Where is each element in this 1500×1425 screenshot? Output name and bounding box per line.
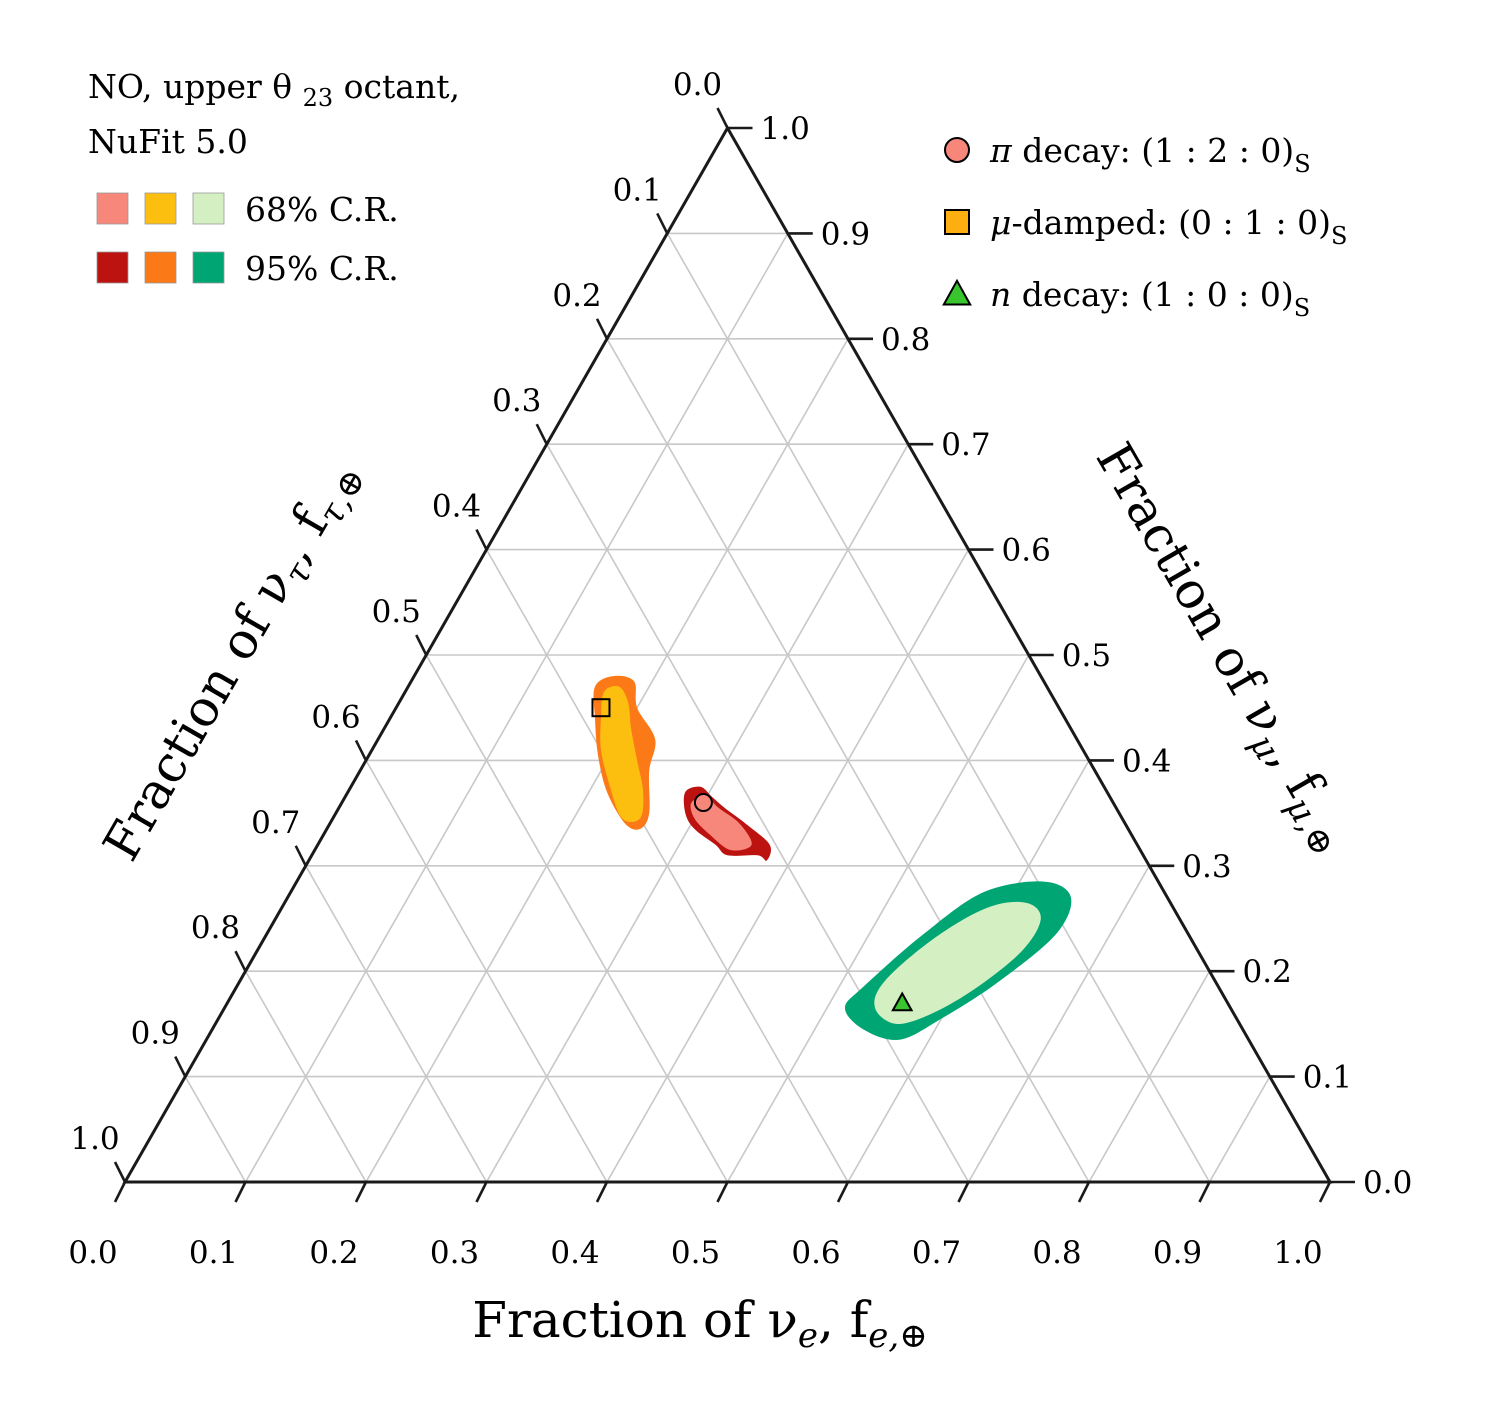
point-decay	[693, 793, 713, 813]
tick-fe-8	[1077, 1181, 1091, 1203]
tick-label-ftau-8: 0.8	[191, 910, 240, 946]
tick-fe-6	[836, 1181, 850, 1203]
tick-label-fmu-5: 0.5	[1062, 638, 1111, 674]
tick-fe-5	[716, 1181, 729, 1203]
tick-fe-0	[113, 1181, 127, 1203]
tick-label-fe-5: 0.5	[671, 1235, 720, 1271]
grid-line-fe-5	[726, 654, 1030, 1183]
legend-source-points: π decay: (1 : 2 : 0)S μ-damped: (0 : 1 : …	[942, 131, 1347, 322]
tick-ftau-2	[595, 318, 609, 340]
tick-label-ftau-0: 0.0	[673, 67, 722, 103]
tick-ftau-10	[113, 1161, 127, 1183]
tick-label-fmu-8: 0.8	[881, 322, 930, 358]
tick-label-ftau-6: 0.6	[311, 699, 360, 735]
tick-label-fmu-1: 0.1	[1303, 1060, 1352, 1096]
grid-line-ftau-9	[184, 1076, 247, 1183]
tick-label-fmu-3: 0.3	[1182, 849, 1231, 885]
credible-regions	[593, 675, 1072, 1040]
tick-label-fe-3: 0.3	[430, 1235, 479, 1271]
legend-point-label-0: π decay: (1 : 2 : 0)S	[989, 131, 1311, 178]
tick-fe-1	[234, 1181, 247, 1203]
grid-line-ftau-6	[365, 760, 608, 1183]
grid-line-ftau-1	[666, 233, 1211, 1183]
source-points	[591, 698, 914, 1012]
tick-label-fmu-2: 0.2	[1243, 954, 1292, 990]
tick-label-fmu-6: 0.6	[1002, 533, 1051, 569]
legend-marker-circle	[944, 137, 970, 163]
tick-label-ftau-4: 0.4	[432, 489, 481, 525]
legend-marker-triangle	[942, 278, 972, 306]
tick-fe-4	[595, 1181, 609, 1203]
tick-label-ftau-9: 0.9	[131, 1016, 180, 1052]
legend-swatch-1-1	[144, 251, 177, 284]
legend-confidence-regions: 68% C.R. 95% C.R.	[96, 190, 399, 288]
tick-label-fmu-0: 0.0	[1363, 1165, 1412, 1201]
legend-swatch-0-2	[192, 192, 225, 225]
axis-title-fe: Fraction of νe, fe,⊕	[472, 1291, 927, 1356]
tick-label-fmu-7: 0.7	[941, 427, 990, 463]
tick-label-fe-9: 0.9	[1153, 1235, 1202, 1271]
tick-ftau-0	[716, 107, 729, 129]
tick-label-fe-0: 0.0	[68, 1235, 117, 1271]
legend-swatch-1-2	[192, 251, 225, 284]
legend-point-label-1: μ-damped: (0 : 1 : 0)S	[990, 203, 1347, 250]
tick-label-fe-1: 0.1	[189, 1235, 238, 1271]
point-damped	[591, 698, 611, 718]
grid-line-ftau-5	[425, 654, 729, 1183]
tick-label-ftau-5: 0.5	[372, 594, 421, 630]
point-ndecay	[891, 991, 914, 1012]
tick-fe-2	[354, 1181, 368, 1203]
tick-label-fe-6: 0.6	[791, 1235, 840, 1271]
tick-label-fmu-9: 0.9	[821, 216, 870, 252]
tick-ftau-1	[656, 212, 669, 234]
axis-title-fmu: Fraction of νμ, fμ,⊕	[1079, 433, 1365, 863]
grid-line-ftau-7	[305, 865, 488, 1183]
legend-marker-square	[944, 209, 970, 235]
tick-ftau-6	[354, 739, 368, 761]
legend-region-label-0: 68% C.R.	[245, 190, 399, 229]
grid-lines	[184, 232, 1271, 1183]
tick-label-ftau-7: 0.7	[251, 805, 300, 841]
tick-label-fe-4: 0.4	[550, 1235, 599, 1271]
grid-line-ftau-8	[244, 970, 367, 1183]
tick-ftau-8	[234, 950, 247, 972]
tick-label-ftau-3: 0.3	[492, 383, 541, 419]
tick-ftau-7	[294, 845, 307, 867]
tick-label-fe-7: 0.7	[912, 1235, 961, 1271]
tick-label-fe-8: 0.8	[1032, 1235, 1081, 1271]
legend-region-label-1: 95% C.R.	[245, 249, 399, 288]
legend-swatch-0-1	[144, 192, 177, 225]
annotation-line-2: NuFit 5.0	[88, 122, 248, 161]
tick-fe-7	[957, 1181, 970, 1203]
legend-point-label-2: n decay: (1 : 0 : 0)S	[990, 275, 1310, 322]
grid-line-ftau-3	[546, 443, 970, 1183]
region-damped-68	[600, 685, 644, 823]
grid-line-fe-8	[1088, 970, 1211, 1183]
tick-label-ftau-2: 0.2	[552, 278, 601, 314]
tick-ftau-4	[475, 529, 488, 551]
grid-line-fe-9	[1208, 1076, 1271, 1183]
annotation-line-1: NO, upper θ 23 octant,	[88, 67, 460, 112]
tick-fe-9	[1198, 1181, 1211, 1203]
grid-line-fe-1	[244, 233, 789, 1183]
legend-swatch-1-0	[96, 251, 129, 284]
tick-label-fmu-4: 0.4	[1122, 743, 1171, 779]
tick-label-ftau-10: 1.0	[70, 1121, 119, 1157]
grid-line-fe-7	[967, 865, 1150, 1183]
legend-swatch-0-0	[96, 192, 129, 225]
axis-title-ftau: Fraction of ντ, fτ,⊕	[92, 449, 375, 874]
tick-label-ftau-1: 0.1	[613, 172, 662, 208]
tick-ftau-5	[415, 634, 428, 656]
region-ndecay-68	[874, 901, 1041, 1025]
tick-label-fmu-10: 1.0	[761, 111, 810, 147]
tick-fe-10	[1318, 1181, 1332, 1203]
axis-ticks: 0.0 0.0 0.0 0.1 0.1 0.1 0.2 0.2 0.2 0.3 0.3 0.3 0.4 0…	[68, 67, 1412, 1271]
tick-fe-3	[475, 1181, 488, 1203]
tick-ftau-3	[535, 423, 548, 445]
tick-label-fe-10: 1.0	[1273, 1235, 1322, 1271]
tick-ftau-9	[174, 1056, 187, 1078]
tick-label-fe-2: 0.2	[309, 1235, 358, 1271]
